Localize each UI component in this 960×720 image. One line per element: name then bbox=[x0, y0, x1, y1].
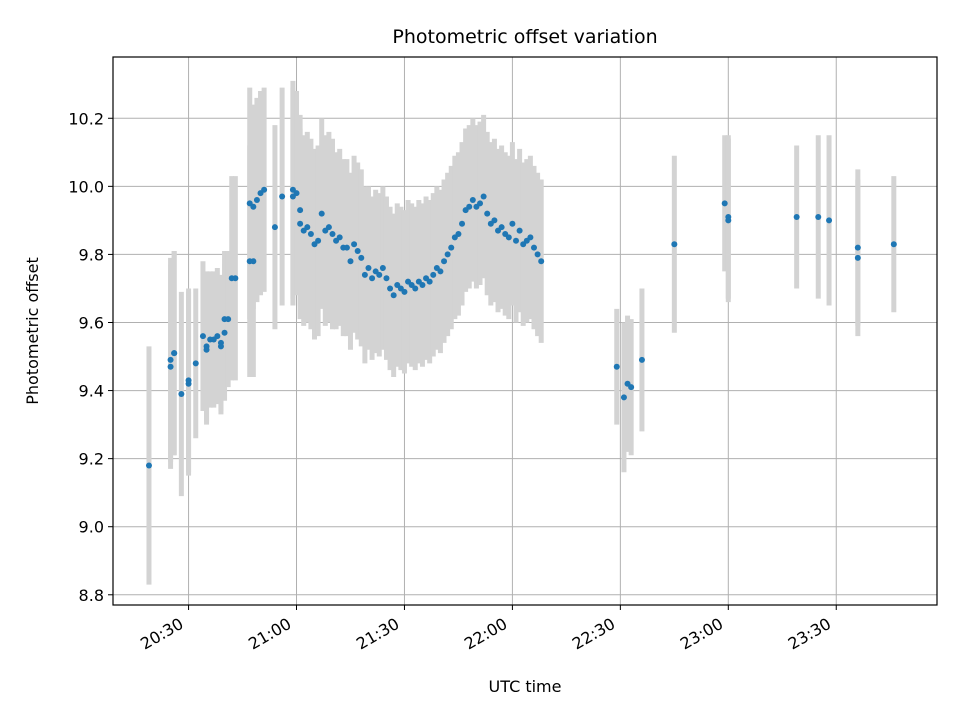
data-point bbox=[491, 217, 498, 224]
data-point bbox=[185, 377, 192, 384]
data-point bbox=[390, 292, 397, 299]
data-point bbox=[466, 203, 473, 210]
data-point bbox=[455, 230, 462, 237]
data-point bbox=[725, 217, 732, 224]
y-tick-label: 9.8 bbox=[79, 245, 104, 264]
data-point bbox=[347, 258, 354, 265]
data-point bbox=[297, 220, 304, 227]
data-point bbox=[477, 200, 484, 207]
data-point bbox=[444, 251, 451, 258]
data-point bbox=[613, 363, 620, 370]
data-point bbox=[253, 196, 260, 203]
y-axis-label: Photometric offset bbox=[23, 257, 42, 405]
data-point bbox=[358, 254, 365, 261]
data-point bbox=[171, 350, 178, 357]
data-point bbox=[387, 285, 394, 292]
data-point bbox=[401, 288, 408, 295]
y-tick-label: 8.8 bbox=[79, 586, 104, 605]
data-point bbox=[250, 203, 257, 210]
data-point bbox=[484, 210, 491, 217]
data-point bbox=[671, 241, 678, 248]
data-point bbox=[469, 196, 476, 203]
data-point bbox=[793, 213, 800, 220]
data-point bbox=[297, 207, 304, 214]
y-axis-ticks: 8.8 9.0 9.2 9.4 9.6 9.8 10.0 10.2 bbox=[68, 109, 113, 605]
data-point bbox=[379, 265, 386, 272]
data-point bbox=[250, 258, 257, 265]
data-point bbox=[361, 271, 368, 278]
data-point bbox=[620, 394, 627, 401]
data-point bbox=[293, 190, 300, 197]
data-point bbox=[638, 356, 645, 363]
plot-frame bbox=[112, 56, 938, 606]
data-point bbox=[441, 258, 448, 265]
data-point bbox=[505, 234, 512, 241]
data-point bbox=[315, 237, 322, 244]
data-point bbox=[437, 268, 444, 275]
data-point bbox=[534, 251, 541, 258]
x-axis-label: UTC time bbox=[489, 677, 562, 696]
chart-title: Photometric offset variation bbox=[392, 26, 657, 48]
data-point bbox=[513, 237, 520, 244]
y-tick-label: 9.2 bbox=[79, 450, 104, 469]
data-point bbox=[199, 333, 206, 340]
data-point bbox=[628, 384, 635, 391]
data-point bbox=[826, 217, 833, 224]
data-point bbox=[815, 213, 822, 220]
data-point bbox=[318, 210, 325, 217]
data-point bbox=[261, 186, 268, 193]
data-point bbox=[430, 271, 437, 278]
data-point bbox=[376, 271, 383, 278]
data-point bbox=[890, 241, 897, 248]
data-point bbox=[854, 244, 861, 251]
data-point bbox=[459, 220, 466, 227]
data-point bbox=[232, 275, 239, 282]
data-point bbox=[307, 230, 314, 237]
data-point bbox=[325, 224, 332, 231]
data-point bbox=[498, 224, 505, 231]
data-point bbox=[530, 244, 537, 251]
data-points bbox=[145, 186, 897, 469]
data-point bbox=[365, 265, 372, 272]
y-tick-label: 10.2 bbox=[68, 109, 104, 128]
data-point bbox=[214, 333, 221, 340]
data-point bbox=[329, 230, 336, 237]
data-point bbox=[369, 275, 376, 282]
y-tick-label: 9.6 bbox=[79, 313, 104, 332]
data-point bbox=[721, 200, 728, 207]
data-point bbox=[354, 248, 361, 255]
y-tick-label: 9.4 bbox=[79, 382, 104, 401]
data-point bbox=[854, 254, 861, 261]
data-point bbox=[419, 282, 426, 289]
data-point bbox=[178, 390, 185, 397]
data-point bbox=[412, 285, 419, 292]
data-point bbox=[225, 316, 232, 323]
data-point bbox=[527, 234, 534, 241]
data-point bbox=[426, 278, 433, 285]
data-point bbox=[336, 234, 343, 241]
data-point bbox=[167, 356, 174, 363]
data-point bbox=[516, 227, 523, 234]
data-point bbox=[448, 244, 455, 251]
data-point bbox=[167, 363, 174, 370]
data-point bbox=[480, 193, 487, 200]
data-point bbox=[145, 462, 152, 469]
data-point bbox=[304, 224, 311, 231]
data-point bbox=[538, 258, 545, 265]
data-point bbox=[383, 275, 390, 282]
data-point bbox=[343, 244, 350, 251]
y-tick-label: 9.0 bbox=[79, 518, 104, 537]
data-point bbox=[351, 241, 358, 248]
data-point bbox=[203, 346, 210, 353]
y-tick-label: 10.0 bbox=[68, 177, 104, 196]
data-point bbox=[217, 343, 224, 350]
data-point bbox=[279, 193, 286, 200]
data-point bbox=[221, 329, 228, 336]
data-point bbox=[271, 224, 278, 231]
data-point bbox=[192, 360, 199, 367]
data-point bbox=[509, 220, 516, 227]
